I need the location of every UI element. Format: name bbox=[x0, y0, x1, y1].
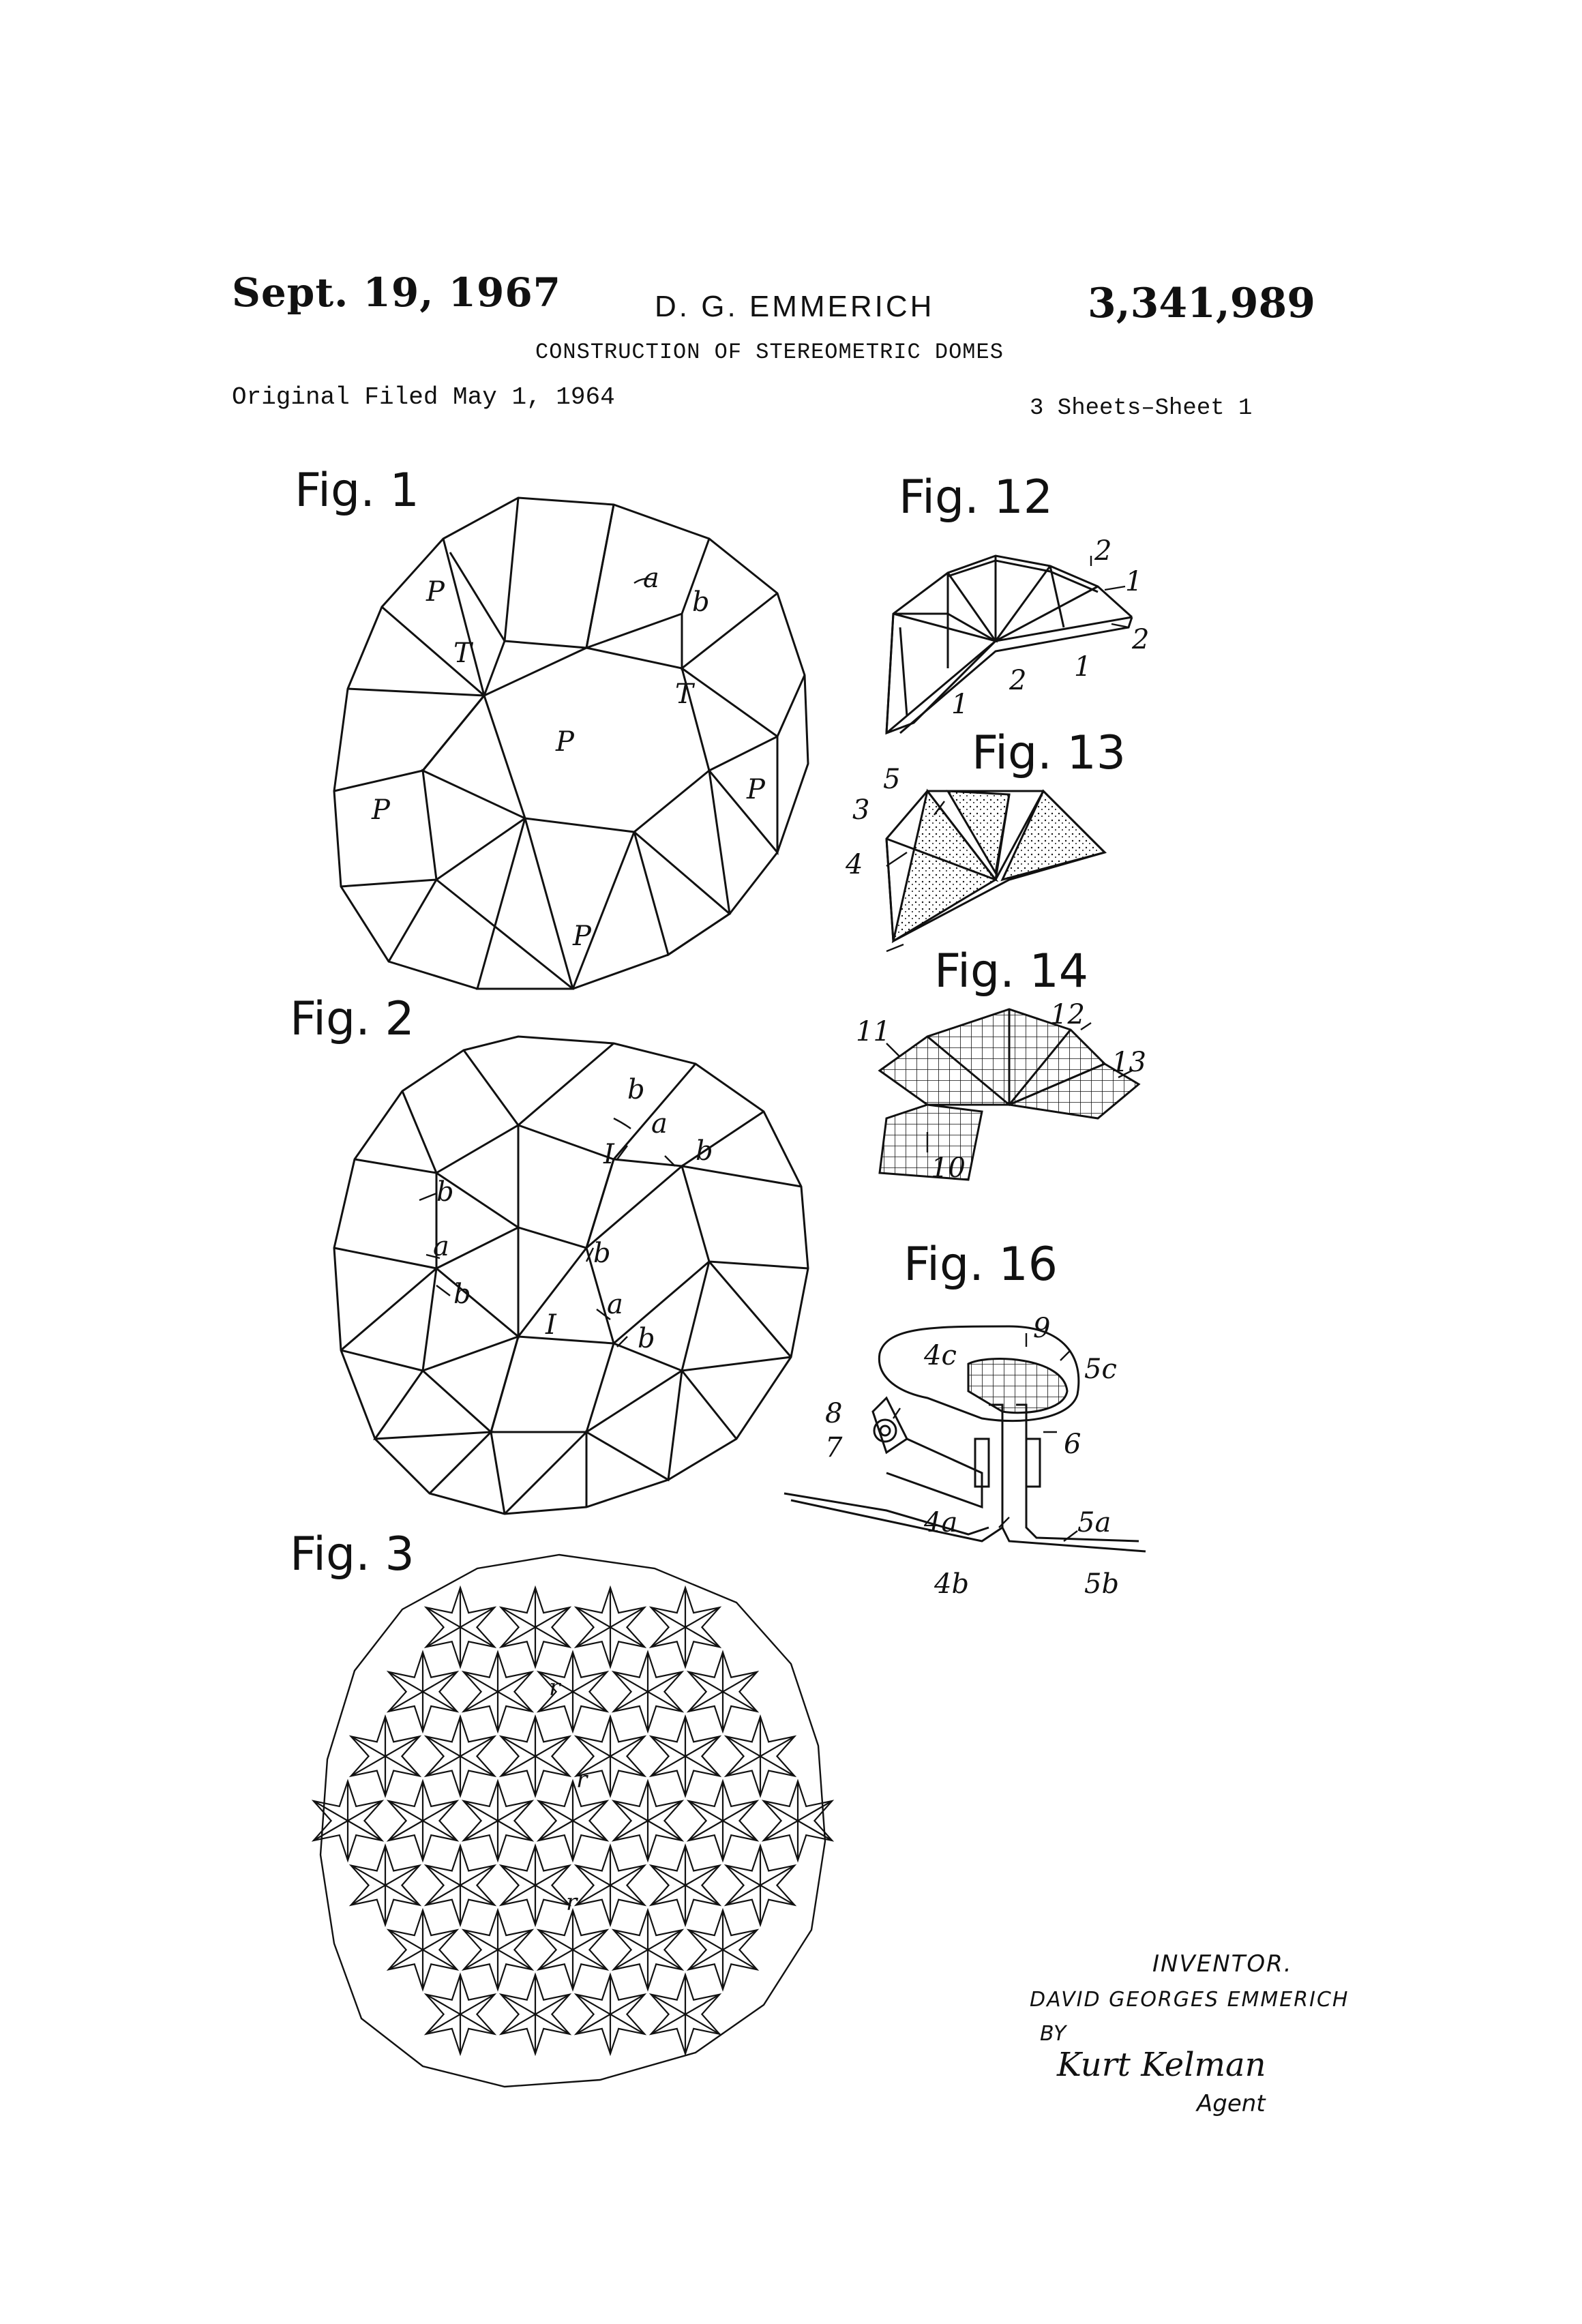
fig16-label: Fig. 16 bbox=[904, 1238, 1058, 1292]
fig12-ref-2: 2 bbox=[1094, 535, 1111, 567]
fig14-label: Fig. 14 bbox=[934, 944, 1088, 998]
fig14-ref-10: 10 bbox=[931, 1152, 966, 1184]
fig2-ref-i: I bbox=[546, 1309, 556, 1341]
inventor-label: INVENTOR. bbox=[1152, 1950, 1293, 1978]
fig12-truss-drawing bbox=[886, 556, 1132, 733]
fig2-label: Fig. 2 bbox=[290, 992, 415, 1046]
fig12-label: Fig. 12 bbox=[899, 471, 1053, 524]
fig1-label: Fig. 1 bbox=[295, 464, 419, 518]
fig2-ref-b: b bbox=[593, 1238, 611, 1269]
agent-label: Agent bbox=[1197, 2090, 1266, 2117]
fig2-ref-a: a bbox=[607, 1289, 623, 1320]
fig14-ref-12: 12 bbox=[1050, 999, 1085, 1030]
agent-signature: Kurt Kelman bbox=[1057, 2046, 1266, 2084]
fig2-ref-b: b bbox=[638, 1323, 655, 1354]
fig2-ref-b: b bbox=[453, 1279, 471, 1310]
fig13-ref-5: 5 bbox=[883, 764, 900, 795]
fig3-star-pattern bbox=[314, 1588, 832, 2054]
fig12-ref-2: 2 bbox=[1009, 665, 1026, 696]
fig1-ref-p: P bbox=[747, 774, 765, 805]
fig2-ref-b: b bbox=[436, 1176, 454, 1208]
fig16-ref-9: 9 bbox=[1033, 1313, 1050, 1344]
fig2-ref-i: I bbox=[603, 1139, 614, 1170]
fig1-ref-a: a bbox=[643, 563, 659, 594]
fig16-ref-5c: 5c bbox=[1084, 1354, 1117, 1385]
fig2-ref-a: a bbox=[651, 1108, 668, 1139]
fig1-ref-p: P bbox=[426, 576, 445, 608]
fig3-ref-r: r bbox=[576, 1766, 587, 1793]
fig3-ref-r: r bbox=[549, 1674, 560, 1701]
fig1-ref-p: P bbox=[573, 921, 591, 952]
fig16-ref-4a: 4a bbox=[924, 1507, 957, 1538]
fig2-dome-drawing bbox=[334, 1037, 808, 1514]
fig13-ref-3: 3 bbox=[852, 794, 869, 826]
fig14-ref-11: 11 bbox=[856, 1016, 891, 1047]
inventor-signature-name: DAVID GEORGES EMMERICH bbox=[1030, 1988, 1349, 2012]
fig16-ref-5a: 5a bbox=[1077, 1507, 1111, 1538]
fig3-label: Fig. 3 bbox=[290, 1528, 415, 1581]
fig13-label: Fig. 13 bbox=[972, 726, 1126, 780]
fig1-ref-t: T bbox=[675, 679, 693, 710]
fig14-mesh-drawing bbox=[880, 1009, 1139, 1180]
fig12-ref-1: 1 bbox=[1074, 651, 1091, 683]
fig2-ref-b: b bbox=[696, 1135, 713, 1167]
fig16-ref-4c: 4c bbox=[924, 1340, 957, 1371]
fig16-ref-8: 8 bbox=[825, 1398, 842, 1429]
fig16-ref-5b: 5b bbox=[1084, 1568, 1119, 1600]
fig1-ref-p: P bbox=[556, 726, 574, 758]
by-label: BY bbox=[1040, 2022, 1066, 2046]
fig12-ref-1: 1 bbox=[1125, 566, 1142, 597]
fig2-ref-a: a bbox=[433, 1231, 449, 1262]
fig13-panel-drawing bbox=[886, 791, 1105, 941]
fig2-ref-b: b bbox=[627, 1074, 645, 1105]
fig16-ref-7: 7 bbox=[825, 1432, 842, 1463]
fig3-ref-r: r bbox=[566, 1889, 577, 1916]
fig12-ref-1: 1 bbox=[951, 689, 968, 720]
fig16-ref-6: 6 bbox=[1064, 1429, 1081, 1460]
fig1-ref-p: P bbox=[372, 794, 390, 826]
fig12-ref-2: 2 bbox=[1132, 624, 1149, 655]
fig1-ref-t: T bbox=[453, 638, 472, 669]
fig14-ref-13: 13 bbox=[1111, 1047, 1146, 1078]
fig1-ref-b: b bbox=[692, 586, 710, 618]
fig13-ref-4: 4 bbox=[846, 849, 863, 880]
fig16-ref-4b: 4b bbox=[934, 1568, 969, 1600]
